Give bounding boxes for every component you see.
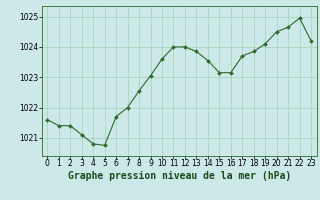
X-axis label: Graphe pression niveau de la mer (hPa): Graphe pression niveau de la mer (hPa) [68, 171, 291, 181]
